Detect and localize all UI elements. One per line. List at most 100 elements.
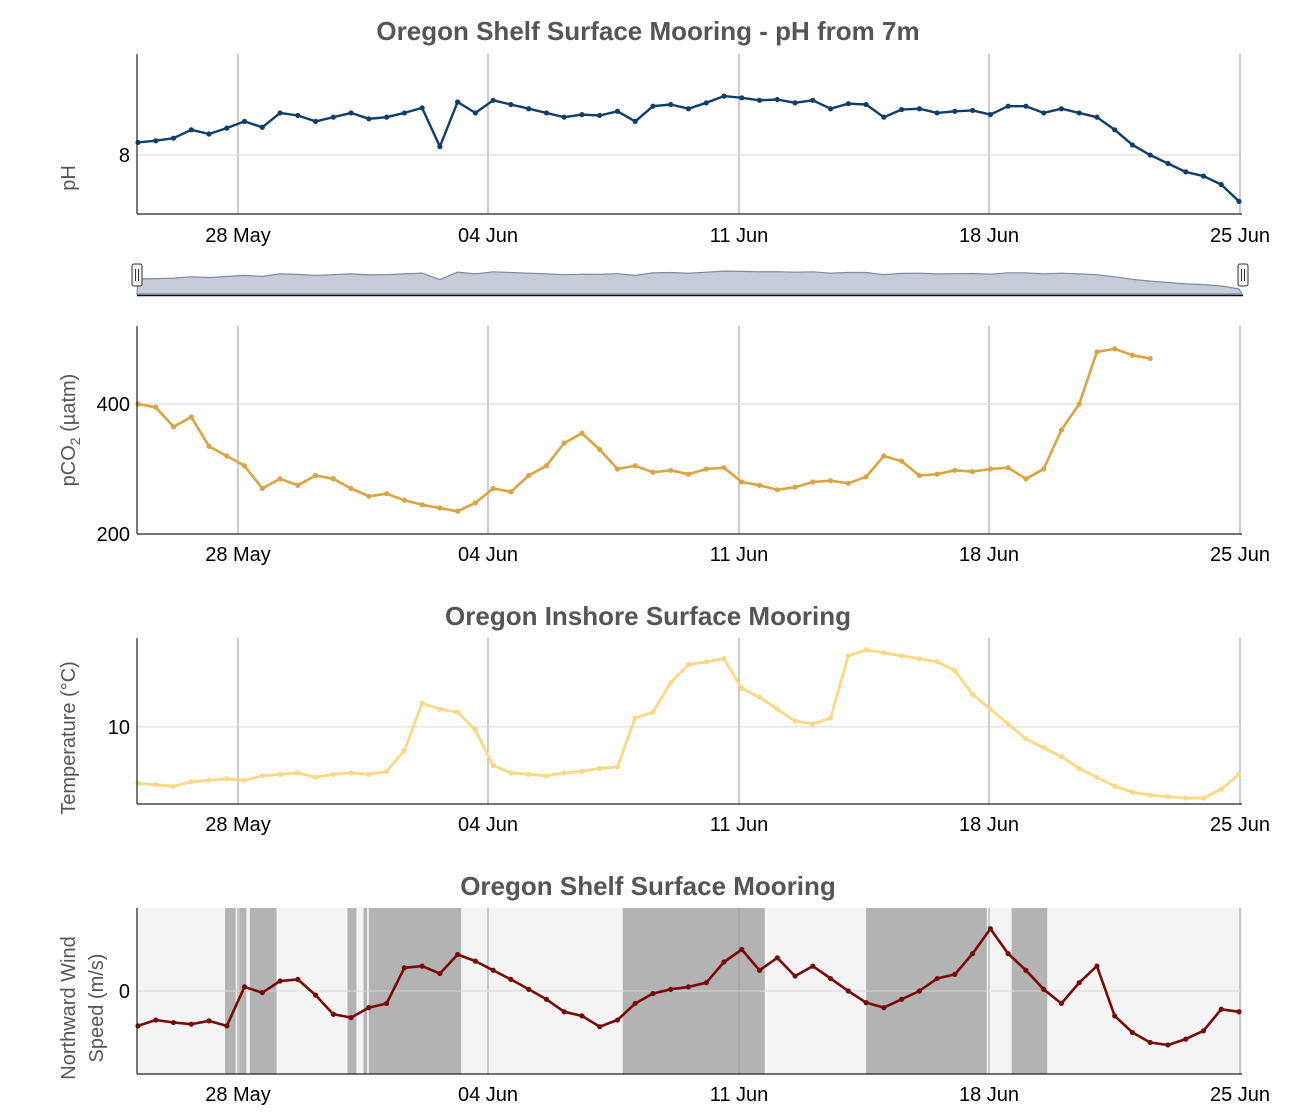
ph-x-tick-label: 04 Jun: [458, 225, 518, 247]
navigator-handle-right[interactable]: [1237, 263, 1249, 287]
ph-x-tick-labels: 28 May 04 Jun 11 Jun 18 Jun 25 Jun: [205, 225, 1270, 247]
data-point: [756, 694, 763, 700]
data-point: [437, 505, 443, 511]
data-point: [1218, 786, 1224, 792]
wind-x-tick-label: 25 Jun: [1210, 1084, 1270, 1106]
data-point: [1094, 963, 1100, 969]
data-point: [1183, 169, 1189, 175]
data-point: [455, 99, 461, 105]
ph-x-tick-label: 28 May: [205, 225, 271, 247]
temperature-series-line: [137, 648, 1240, 800]
data-point: [1076, 980, 1082, 986]
data-point: [188, 779, 194, 785]
data-point: [792, 973, 798, 979]
data-point: [1183, 1036, 1189, 1042]
pco2-x-tick-label: 11 Jun: [710, 544, 769, 566]
wind-x-tick-label: 18 Jun: [959, 1084, 1019, 1106]
data-point: [472, 500, 479, 506]
data-point: [952, 108, 958, 114]
data-point: [970, 107, 976, 114]
pco2-y-tick-label: 200: [97, 524, 130, 546]
data-point: [401, 748, 407, 754]
data-point: [863, 1000, 869, 1006]
pco2-ylabel-main: pCO: [58, 445, 80, 486]
ph-chart-title: Oregon Shelf Surface Mooring - pH from 7…: [376, 16, 919, 46]
data-point: [259, 990, 265, 996]
data-point: [1236, 771, 1242, 777]
data-point: [810, 721, 816, 727]
data-point: [739, 685, 745, 691]
data-point: [970, 691, 976, 697]
data-point: [614, 466, 621, 472]
data-point: [863, 474, 869, 480]
pco2-x-tick-label: 18 Jun: [959, 544, 1019, 566]
data-point: [543, 110, 550, 116]
data-point: [952, 971, 958, 978]
ph-x-tick-label: 11 Jun: [710, 225, 769, 247]
data-point: [1218, 1006, 1224, 1012]
pco2-ylabel-unit: (µatm): [58, 374, 80, 438]
data-point: [987, 466, 993, 472]
data-point: [970, 469, 976, 475]
wind-y-tick-labels: 0: [119, 981, 130, 1003]
data-point: [916, 988, 922, 994]
data-point: [810, 97, 816, 103]
data-point: [241, 118, 248, 124]
pco2-y-axis-label: pCO2 (µatm): [58, 374, 83, 487]
data-point: [153, 1017, 159, 1023]
data-point: [419, 105, 425, 111]
data-point: [1076, 110, 1082, 116]
data-point: [650, 709, 656, 715]
data-point: [756, 967, 763, 973]
data-point: [987, 926, 993, 932]
data-point: [508, 976, 514, 982]
data-point: [508, 101, 514, 108]
data-point: [366, 493, 372, 499]
data-point: [721, 93, 727, 99]
data-point: [437, 706, 443, 712]
data-point: [543, 463, 550, 469]
data-point: [579, 768, 585, 774]
data-point: [1058, 427, 1065, 433]
data-point: [1200, 1028, 1207, 1034]
time-navigator[interactable]: [131, 256, 1249, 297]
data-point: [490, 97, 496, 103]
pco2-x-tick-label: 28 May: [205, 544, 271, 566]
ph-chart: Oregon Shelf Surface Mooring - pH from 7…: [58, 16, 1270, 247]
wind-ylabel-line1: Northward Wind: [58, 936, 80, 1079]
navigator-handle-left[interactable]: [131, 263, 143, 287]
data-point: [1005, 721, 1011, 727]
wind-series-points: [135, 926, 1242, 1048]
data-point: [206, 777, 212, 783]
data-point: [614, 764, 621, 770]
wind-grid: [137, 908, 1242, 1074]
data-point: [1112, 1013, 1118, 1019]
data-point: [934, 110, 940, 116]
wind-y-tick-label: 0: [119, 981, 130, 1003]
data-point: [508, 770, 514, 776]
data-point: [881, 1005, 887, 1011]
data-point: [632, 1000, 638, 1007]
pco2-y-tick-label: 400: [97, 394, 130, 416]
data-point: [437, 144, 443, 150]
data-point: [1112, 346, 1118, 352]
ph-series-points: [135, 93, 1242, 204]
data-point: [135, 401, 141, 407]
data-point: [384, 491, 390, 497]
data-point: [810, 963, 816, 969]
data-point: [277, 771, 283, 777]
data-point: [827, 715, 834, 721]
data-point: [295, 112, 301, 119]
data-point: [668, 101, 674, 108]
data-point: [526, 106, 532, 112]
data-point: [312, 472, 319, 479]
ph-series-line: [137, 94, 1240, 203]
data-point: [1023, 103, 1029, 109]
data-point: [153, 138, 159, 144]
data-point: [526, 472, 532, 479]
data-point: [1200, 173, 1207, 179]
data-point: [1165, 793, 1171, 800]
data-point: [650, 103, 656, 109]
data-point: [1023, 736, 1029, 742]
data-point: [916, 472, 922, 479]
